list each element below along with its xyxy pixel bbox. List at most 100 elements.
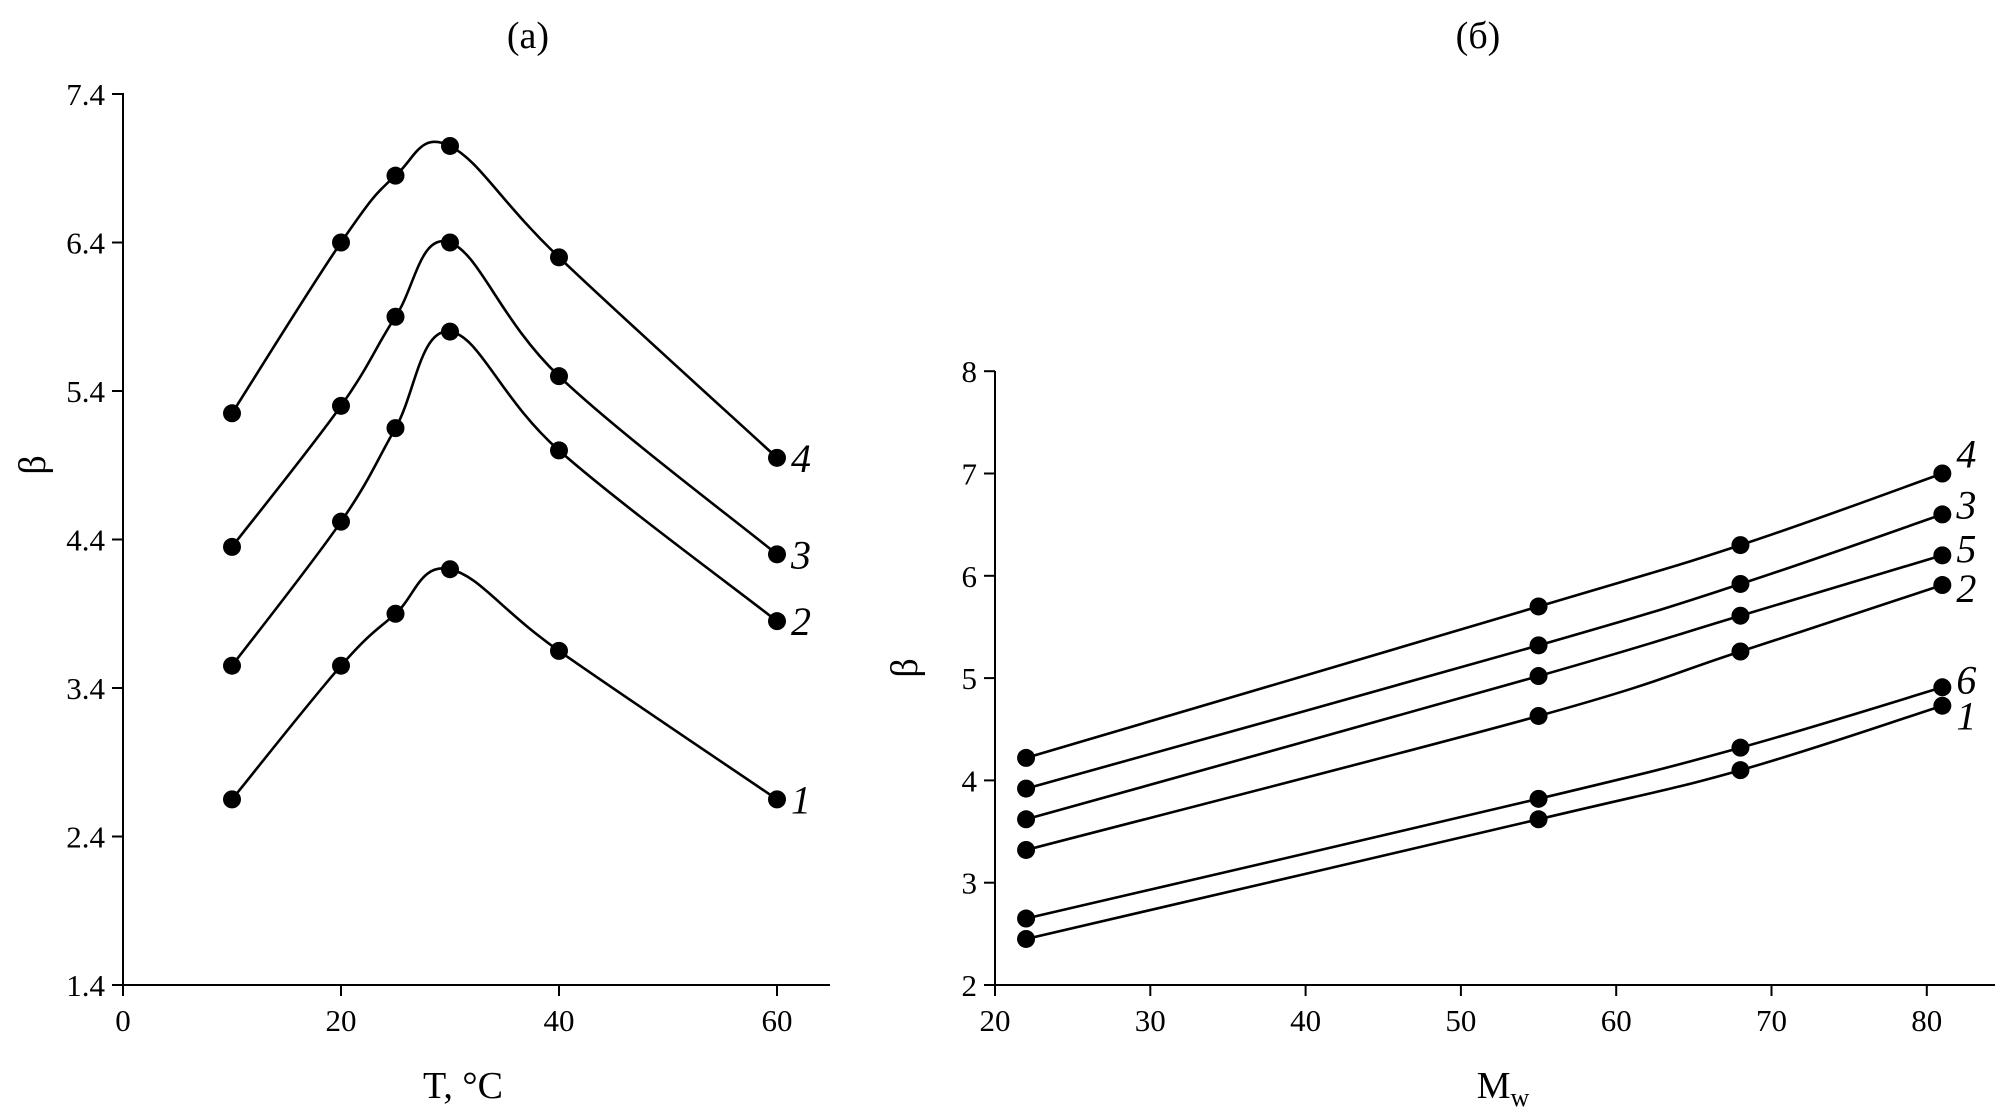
panel-b-series-2-line <box>1025 583 1943 852</box>
panel-a-xtick-label: 0 <box>115 1003 131 1038</box>
panel-b-series-5-point <box>1933 546 1952 565</box>
panel-a-series-3-point <box>223 537 241 556</box>
panel-a-series-4-line <box>230 140 778 459</box>
panel-b-xtick-label: 20 <box>980 1003 1011 1038</box>
panel-a-ytick-label: 3.4 <box>66 671 105 706</box>
panel-b-series-6-label: 6 <box>1956 657 1976 702</box>
panel-a-ytick-label: 1.4 <box>66 968 105 1003</box>
panel-b-ytick-label: 3 <box>962 866 978 901</box>
panel-a-ytick-label: 6.4 <box>66 226 105 261</box>
panel-a-series-3-label: 3 <box>790 532 811 577</box>
panel-b-series-4-point <box>1933 464 1952 483</box>
panel-a-series-4-point <box>332 233 350 252</box>
panel-a-series-3-point <box>768 545 786 564</box>
panel-a-series-1-point <box>332 656 350 675</box>
panel-b-xtick-label: 60 <box>1601 1003 1632 1038</box>
panel-b-x-label-subscript: w <box>1511 1083 1530 1112</box>
panel-a-title: (а) <box>507 15 549 57</box>
panel-b-series-3-point <box>1731 574 1750 593</box>
panel-a-series-3-point <box>332 396 350 415</box>
panel-b-ytick-label: 2 <box>962 968 978 1003</box>
panel-b-series-4-point <box>1017 748 1036 767</box>
panel-a-series-3-point <box>386 307 405 326</box>
panel-a-series-2-point <box>441 322 459 341</box>
panel-b-series-1-label: 1 <box>1956 694 1976 739</box>
panel-a-series-2-point <box>332 512 350 531</box>
panel-a-series-3-point <box>550 367 568 386</box>
panel-b-ytick-label: 5 <box>962 661 978 696</box>
panel-a-ytick-label: 4.4 <box>66 523 105 558</box>
panel-a-series-4-label: 4 <box>791 436 811 481</box>
panel-b-series-1-point <box>1933 696 1952 715</box>
panel-b-ytick-label: 6 <box>962 559 978 594</box>
panel-a-series-1-label: 1 <box>791 777 811 822</box>
panel-b-series-5-point <box>1529 667 1548 686</box>
panel-a-series-2-point <box>386 419 405 438</box>
panel-b-series-3-line <box>1025 513 1943 790</box>
panel-a-series-3-point <box>441 233 459 252</box>
panel-b-series-3-label: 3 <box>1955 482 1976 527</box>
panel-b-ytick-label: 7 <box>962 457 978 492</box>
panel-b-series-1-point <box>1529 810 1548 829</box>
panel-a-x-label: T, °C <box>423 1065 503 1107</box>
panel-b-series-1-point <box>1017 929 1036 948</box>
panel-a-series-1-point <box>441 560 459 579</box>
panel-b-xtick-label: 40 <box>1290 1003 1321 1038</box>
panel-b-ytick-label: 8 <box>962 354 978 389</box>
panel-b-xtick-label: 80 <box>1911 1003 1942 1038</box>
panel-b-series-4-label: 4 <box>1956 432 1976 477</box>
panel-a-series-1-point <box>550 641 568 660</box>
panel-b-series-5-point <box>1017 810 1036 829</box>
panel-a-y-label: β <box>12 455 54 474</box>
panel-a: (а) β T, °C 1.4 2.4 3.4 4.4 5.4 6.4 7.4 0 20 40 6… <box>12 15 830 1107</box>
panel-b-series-2-point <box>1017 840 1036 859</box>
panel-b-series-1-line <box>1025 704 1943 941</box>
panel-b-xtick-label: 70 <box>1756 1003 1787 1038</box>
panel-b-xtick-label: 30 <box>1135 1003 1166 1038</box>
panel-a-series-3-line <box>230 239 778 556</box>
panel-a-series-4-point <box>386 166 405 185</box>
panel-b-y-label: β <box>884 658 926 677</box>
panel-a-series-1-point <box>386 604 405 623</box>
panel-b-series-6-point <box>1731 738 1750 757</box>
panel-b-ytick-label: 4 <box>962 763 978 798</box>
panel-b-series-2-label: 2 <box>1956 566 1976 611</box>
panel-a-ytick-label: 2.4 <box>66 820 105 855</box>
panel-b-series-5-point <box>1731 606 1750 625</box>
panel-b-series-2-point <box>1529 706 1548 725</box>
panel-b-x-label: Mw <box>1477 1065 1530 1112</box>
panel-a-series-2-point <box>768 612 786 631</box>
panel-a-series-4-point <box>550 248 568 267</box>
panel-a-ytick-label: 7.4 <box>66 77 105 112</box>
panel-a-series-1-line <box>230 567 778 801</box>
panel-b-series-6-point <box>1017 909 1036 928</box>
panel-b-series-3-point <box>1529 636 1548 655</box>
panel-b-series-6-point <box>1933 678 1952 697</box>
panel-a-xtick-label: 60 <box>762 1003 793 1038</box>
panel-a-xtick-label: 20 <box>326 1003 357 1038</box>
panel-b-series-4-point <box>1731 536 1750 555</box>
panel-a-series-4-point <box>768 448 786 467</box>
panel-b-series-3-point <box>1933 505 1952 524</box>
panel-a-ytick-label: 5.4 <box>66 374 105 409</box>
panel-b-series-3-point <box>1017 779 1036 798</box>
panel-a-series-2-point <box>223 656 241 675</box>
panel-b-x-label-main: M <box>1477 1065 1511 1107</box>
panel-a-series-4-point <box>223 404 241 423</box>
panel-a-series-1-point <box>768 790 786 809</box>
panel-a-series-2-line <box>230 330 778 667</box>
panel-b-series-2-point <box>1731 642 1750 661</box>
panel-b-title: (б) <box>1456 15 1501 57</box>
panel-b-series-6-line <box>1025 686 1943 920</box>
panel-a-xtick-label: 40 <box>544 1003 575 1038</box>
panel-b-series-6-point <box>1529 789 1548 808</box>
panel-a-series-4-point <box>441 136 459 155</box>
panel-b-series-4-point <box>1529 597 1548 616</box>
panel-a-series-2-label: 2 <box>791 599 811 644</box>
panel-a-series-1-point <box>223 790 241 809</box>
panel-b-series-5-label: 5 <box>1956 526 1976 571</box>
panel-b-xtick-label: 50 <box>1445 1003 1476 1038</box>
panel-b-series-1-point <box>1731 761 1750 780</box>
